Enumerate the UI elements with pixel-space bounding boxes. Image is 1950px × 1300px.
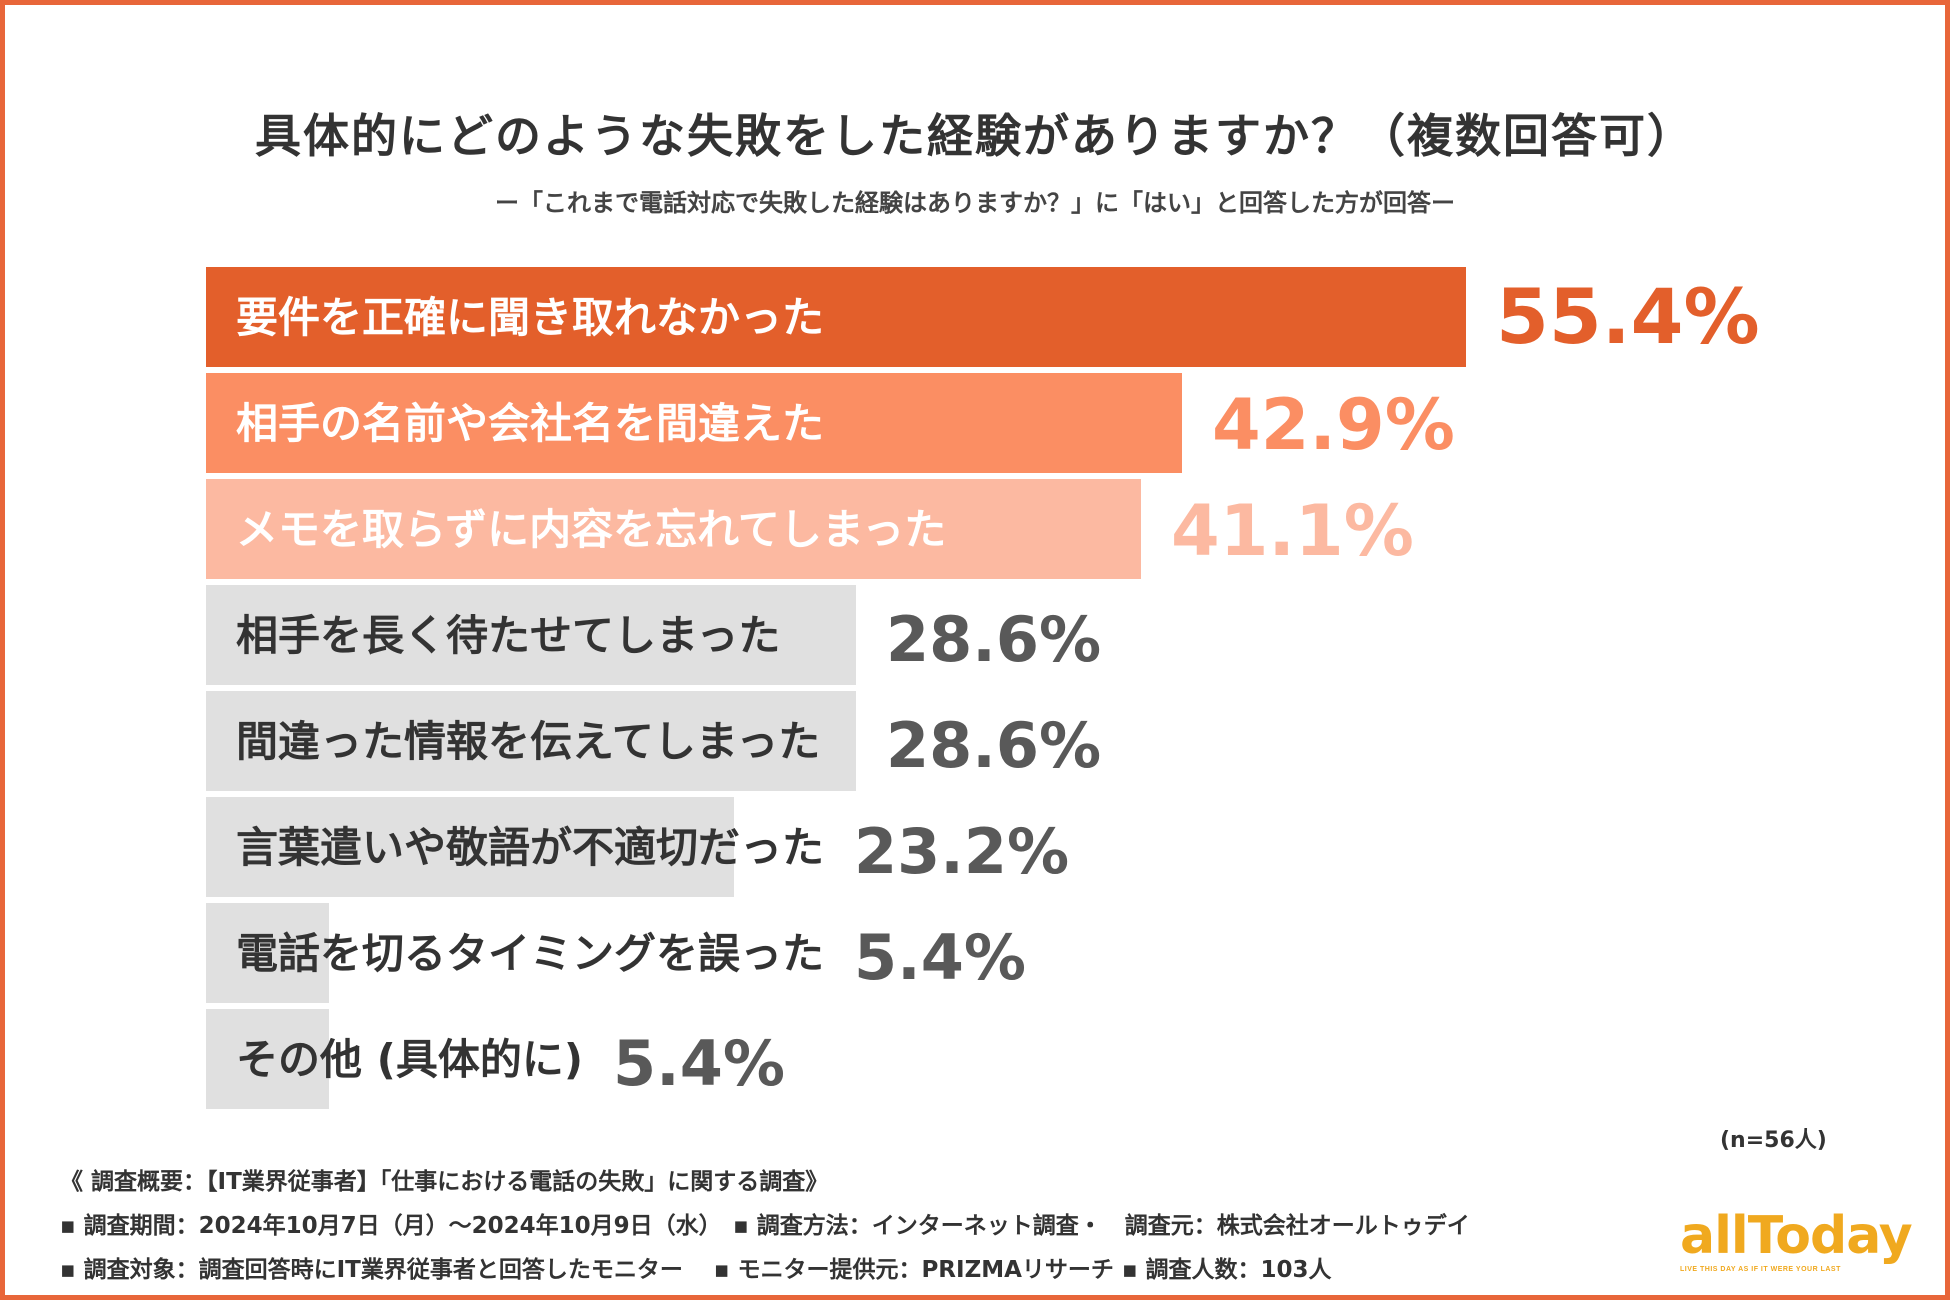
- survey-target-provider: ▪ 調査対象：調査回答時にIT業界従事者と回答したモニター ▪ モニター提供元：…: [60, 1257, 1332, 1283]
- bar-label-8: その他 (具体的に): [236, 1035, 583, 1084]
- survey-overview-heading: 《 調査概要：【IT業界従事者】「仕事における電話の失敗」に関する調査》: [60, 1169, 829, 1195]
- bar-label-6: 言葉遣いや敬語が不適切だった: [236, 823, 824, 872]
- value-label-3: 41.1%: [1171, 490, 1414, 572]
- bar-8: [206, 1009, 329, 1109]
- value-label-2: 42.9%: [1212, 384, 1455, 466]
- bar-2: [206, 373, 1182, 473]
- bar-1: [206, 267, 1466, 367]
- bar-label-3: メモを取らずに内容を忘れてしまった: [236, 505, 946, 554]
- value-label-8: 5.4%: [613, 1027, 785, 1100]
- alltoday-logo: allToday LIVE THIS DAY AS IF IT WERE YOU…: [1680, 1210, 1920, 1280]
- bar-label-1: 要件を正確に聞き取れなかった: [236, 293, 824, 342]
- value-label-5: 28.6%: [886, 709, 1101, 782]
- logo-wordmark: allToday: [1680, 1206, 1913, 1266]
- chart-title: 具体的にどのような失敗をした経験がありますか？（複数回答可）: [255, 109, 1695, 163]
- bar-6: [206, 797, 734, 897]
- bar-label-7: 電話を切るタイミングを誤った: [236, 929, 824, 978]
- survey-period-method: ▪ 調査期間：2024年10月7日（月）～2024年10月9日（水） ▪ 調査方…: [60, 1213, 1470, 1239]
- bar-3: [206, 479, 1141, 579]
- bar-4: [206, 585, 856, 685]
- value-label-7: 5.4%: [854, 921, 1026, 994]
- value-label-6: 23.2%: [854, 815, 1069, 888]
- bar-5: [206, 691, 856, 791]
- sample-size-label: (n=56人): [1720, 1128, 1827, 1153]
- chart-subtitle: ー「これまで電話対応で失敗した経験はありますか？」に「はい」と回答した方が回答ー: [495, 189, 1455, 217]
- bar-label-2: 相手の名前や会社名を間違えた: [236, 399, 824, 448]
- value-label-1: 55.4%: [1496, 272, 1760, 361]
- bar-7: [206, 903, 329, 1003]
- bar-label-4: 相手を長く待たせてしまった: [236, 611, 780, 660]
- value-label-4: 28.6%: [886, 603, 1101, 676]
- bar-label-5: 間違った情報を伝えてしまった: [236, 717, 820, 766]
- survey-overview: 《 調査概要：【IT業界従事者】「仕事における電話の失敗」に関する調査》 ▪ 調…: [60, 1160, 1470, 1292]
- logo-tagline: LIVE THIS DAY AS IF IT WERE YOUR LAST: [1680, 1266, 1841, 1273]
